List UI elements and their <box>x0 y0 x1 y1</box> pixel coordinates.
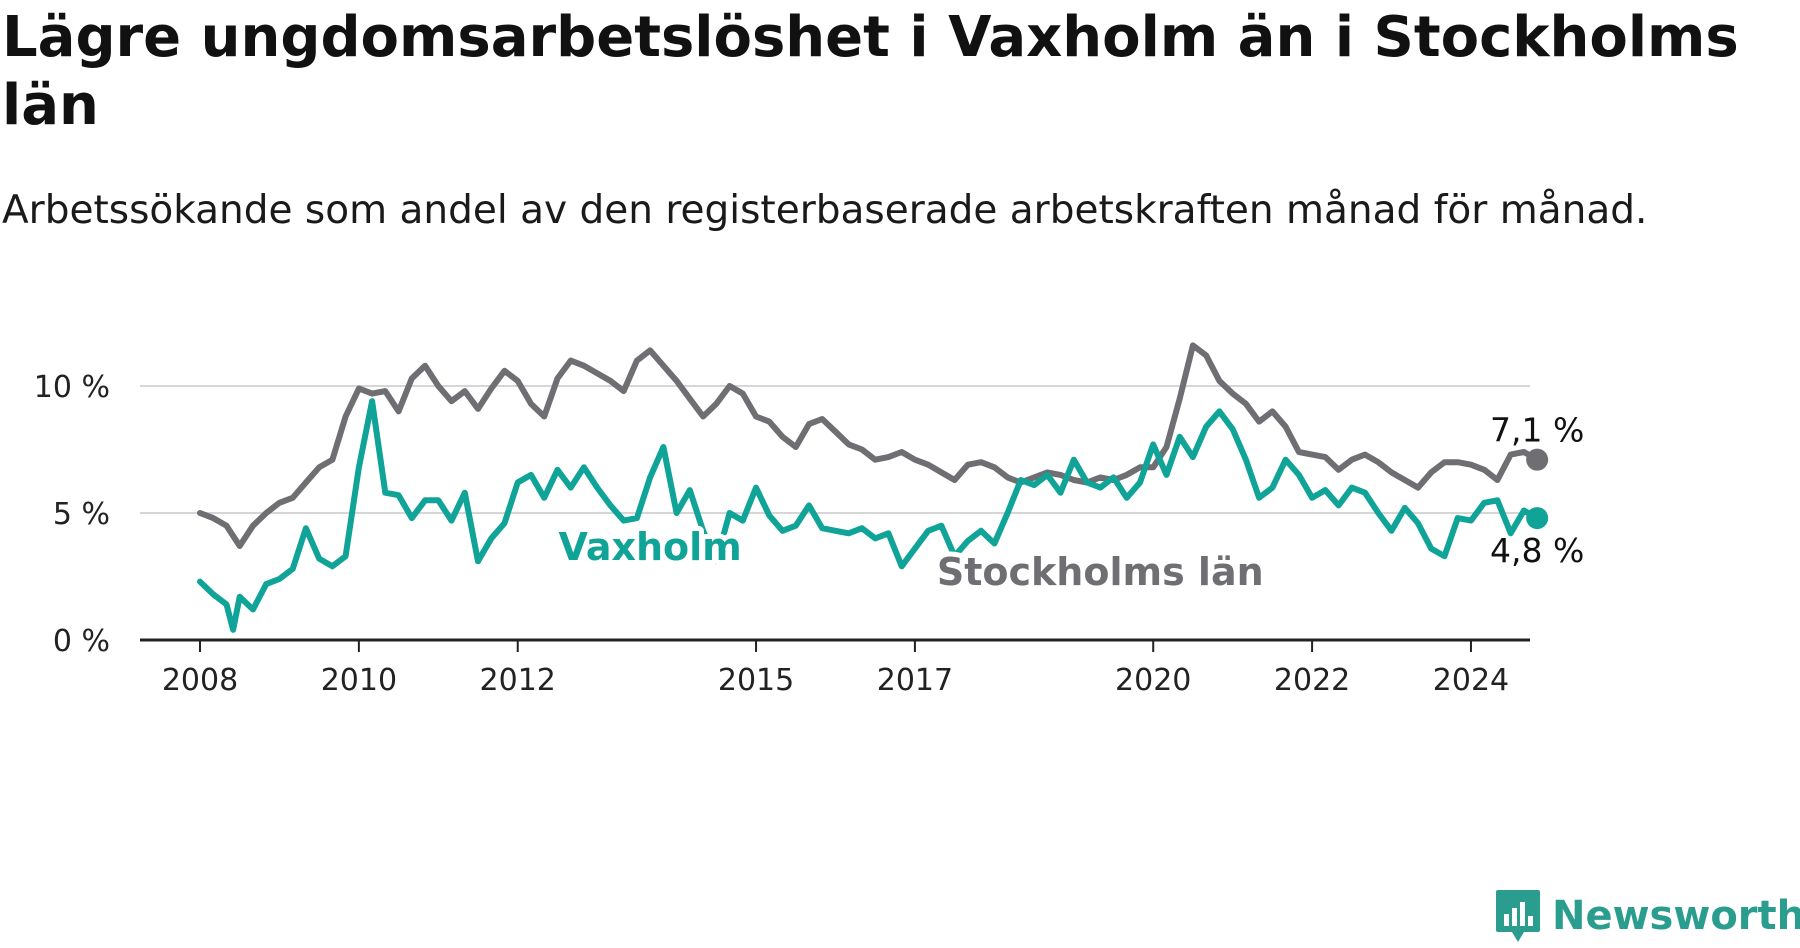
chart-title: Lägre ungdomsarbetslöshet i Vaxholm än i… <box>2 5 1739 138</box>
newsworthy-logo-icon <box>1496 890 1540 942</box>
chart-subtitle: Arbetssökande som andel av den registerb… <box>2 188 1648 233</box>
series-label-vaxholm-halo: Vaxholm <box>558 525 741 569</box>
series-lines <box>197 342 1549 633</box>
newsworthy-logo[interactable]: Newsworthy <box>1494 888 1800 944</box>
series-label-stockholms-lan-halo: Stockholms län <box>937 550 1264 594</box>
gridlines <box>140 385 1530 642</box>
x-axis: 2008 2010 2012 2015 2017 2020 2022 2024 <box>162 640 1509 698</box>
end-point-stockholms-l-n <box>1526 448 1549 471</box>
series-line-vaxholm <box>197 398 1541 633</box>
y-tick-label: 10 % <box>34 370 110 405</box>
end-point-vaxholm <box>1526 507 1549 530</box>
x-tick-label: 2020 <box>1115 663 1191 698</box>
y-tick-label: 5 % <box>53 497 110 532</box>
x-tick-label: 2017 <box>877 663 953 698</box>
y-axis: 0 % 5 % 10 % <box>34 370 110 659</box>
brand-name: Newsworthy <box>1552 893 1800 939</box>
y-tick-label: 0 % <box>53 624 110 659</box>
x-tick-label: 2010 <box>321 663 397 698</box>
x-tick-label: 2022 <box>1274 663 1350 698</box>
series-label-stockholms-lan: Stockholms län <box>937 550 1264 594</box>
x-tick-label: 2008 <box>162 663 238 698</box>
x-tick-label: 2015 <box>718 663 794 698</box>
series-line-stockholms-l-n <box>197 342 1541 549</box>
end-label-stockholms-lan: 7,1 % <box>1490 411 1584 450</box>
series-label-vaxholm: Vaxholm <box>558 525 741 569</box>
end-label-vaxholm: 4,8 % <box>1490 531 1584 570</box>
x-tick-label: 2012 <box>480 663 556 698</box>
x-tick-label: 2024 <box>1433 663 1509 698</box>
